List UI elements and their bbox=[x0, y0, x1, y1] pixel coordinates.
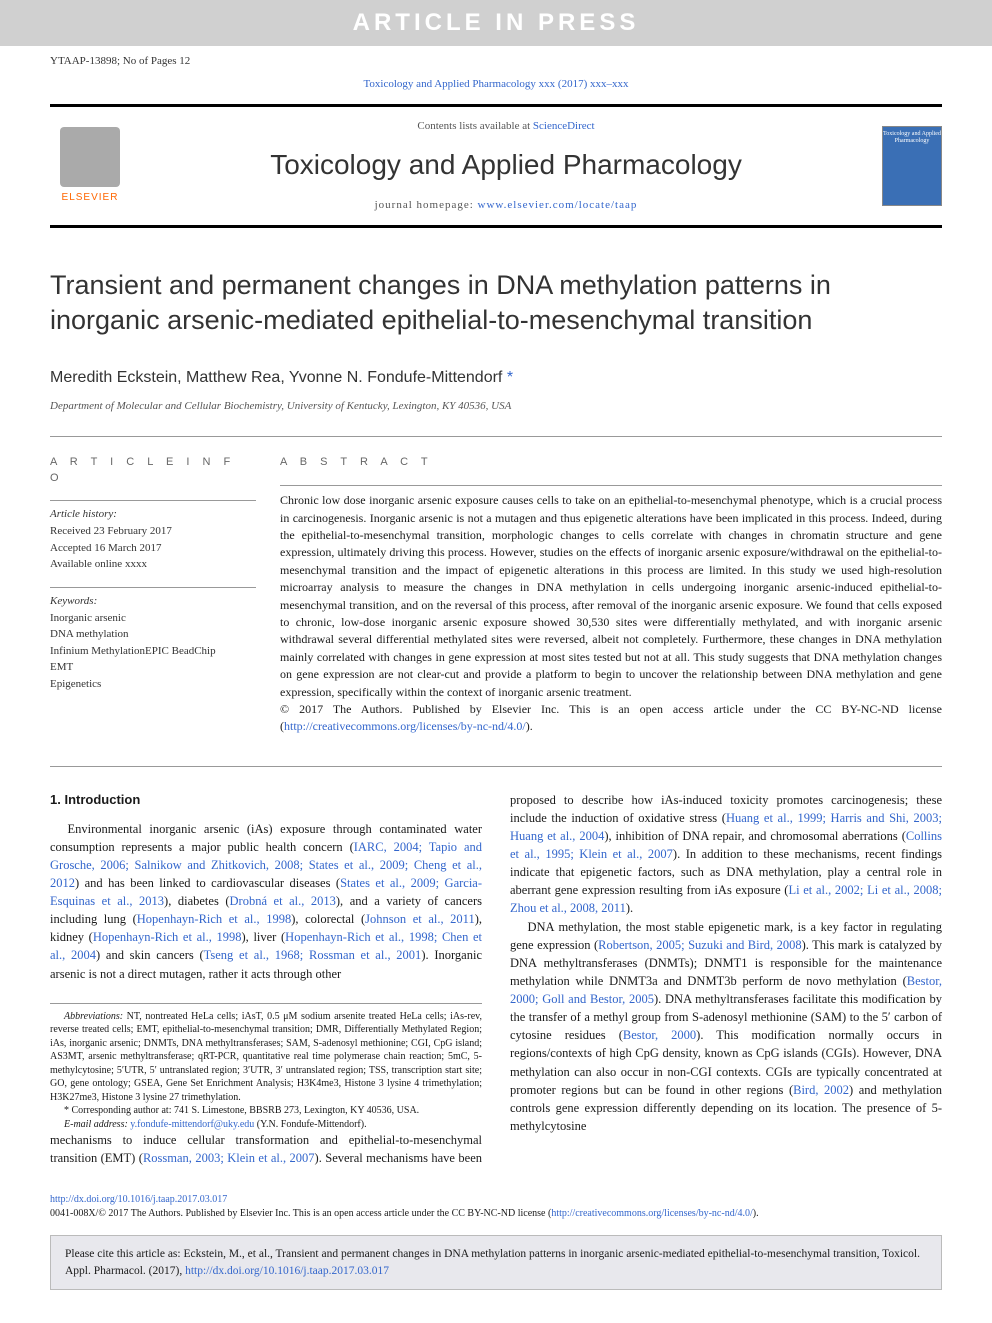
homepage-line: journal homepage: www.elsevier.com/locat… bbox=[130, 198, 882, 213]
email-link[interactable]: y.fondufe-mittendorf@uky.edu bbox=[130, 1119, 254, 1130]
history-label: Article history: bbox=[50, 507, 256, 522]
ref-link[interactable]: Hopenhayn-Rich et al., 1998 bbox=[137, 912, 291, 926]
body-columns: 1. Introduction Environmental inorganic … bbox=[50, 791, 942, 1168]
footnotes: Abbreviations: NT, nontreated HeLa cells… bbox=[50, 1003, 482, 1132]
journal-cover-thumb: Toxicology and Applied Pharmacology bbox=[882, 126, 942, 206]
in-press-banner: ARTICLE IN PRESS bbox=[0, 0, 992, 46]
article-info-heading: a r t i c l e i n f o bbox=[50, 455, 256, 486]
elsevier-tree-icon bbox=[60, 127, 120, 187]
ref-link[interactable]: Bird, 2002 bbox=[793, 1083, 849, 1097]
history-accepted: Accepted 16 March 2017 bbox=[50, 541, 256, 556]
cite-box: Please cite this article as: Eckstein, M… bbox=[50, 1235, 942, 1289]
ref-link[interactable]: Rossman, 2003; Klein et al., 2007 bbox=[143, 1151, 315, 1165]
keyword: Infinium MethylationEPIC BeadChip bbox=[50, 644, 256, 659]
ref-link[interactable]: Robertson, 2005; Suzuki and Bird, 2008 bbox=[598, 938, 801, 952]
ref-link[interactable]: Drobná et al., 2013 bbox=[230, 894, 336, 908]
ref-link[interactable]: Hopenhayn-Rich et al., 1998 bbox=[93, 930, 242, 944]
license-link[interactable]: http://creativecommons.org/licenses/by-n… bbox=[551, 1208, 752, 1219]
ref-link[interactable]: Johnson et al., 2011 bbox=[365, 912, 475, 926]
article-info: a r t i c l e i n f o Article history: R… bbox=[50, 455, 280, 735]
contents-line: Contents lists available at ScienceDirec… bbox=[130, 119, 882, 134]
journal-name: Toxicology and Applied Pharmacology bbox=[130, 145, 882, 184]
doi-link[interactable]: http://dx.doi.org/10.1016/j.taap.2017.03… bbox=[50, 1194, 227, 1205]
license-link[interactable]: http://creativecommons.org/licenses/by-n… bbox=[284, 719, 526, 733]
abbrev-body: NT, nontreated HeLa cells; iAsT, 0.5 μM … bbox=[50, 1011, 482, 1103]
authors: Meredith Eckstein, Matthew Rea, Yvonne N… bbox=[50, 367, 942, 389]
footer-copyright: 0041-008X/© 2017 The Authors. Published … bbox=[50, 1208, 551, 1219]
history-online: Available online xxxx bbox=[50, 557, 256, 572]
journal-homepage-link[interactable]: www.elsevier.com/locate/taap bbox=[478, 199, 638, 211]
sciencedirect-link[interactable]: ScienceDirect bbox=[533, 120, 595, 132]
journal-issue-line: Toxicology and Applied Pharmacology xxx … bbox=[50, 73, 942, 104]
keyword-label: Keywords: bbox=[50, 594, 256, 609]
body-para: Environmental inorganic arsenic (iAs) ex… bbox=[50, 820, 482, 983]
body-separator bbox=[50, 766, 942, 767]
keyword: DNA methylation bbox=[50, 627, 256, 642]
cite-doi-link[interactable]: http://dx.doi.org/10.1016/j.taap.2017.03… bbox=[185, 1265, 389, 1277]
email-label: E-mail address: bbox=[64, 1119, 130, 1130]
affiliation: Department of Molecular and Cellular Bio… bbox=[50, 399, 942, 414]
article-id: YTAAP-13898; No of Pages 12 bbox=[50, 46, 942, 73]
corresponding-author: * Corresponding author at: 741 S. Limest… bbox=[50, 1104, 482, 1118]
article-title: Transient and permanent changes in DNA m… bbox=[50, 268, 942, 338]
ref-link[interactable]: Bestor, 2000 bbox=[623, 1028, 696, 1042]
abbrev-label: Abbreviations: bbox=[64, 1011, 123, 1022]
ref-link[interactable]: Tseng et al., 1968; Rossman et al., 2001 bbox=[204, 948, 422, 962]
publisher-logo: ELSEVIER bbox=[50, 121, 130, 211]
corresponding-mark: * bbox=[507, 369, 513, 386]
history-received: Received 23 February 2017 bbox=[50, 524, 256, 539]
abstract-text: Chronic low dose inorganic arsenic expos… bbox=[280, 493, 942, 698]
journal-header: ELSEVIER Contents lists available at Sci… bbox=[50, 104, 942, 228]
publisher-name: ELSEVIER bbox=[62, 191, 119, 205]
section-heading: 1. Introduction bbox=[50, 791, 482, 810]
abstract-heading: a b s t r a c t bbox=[280, 455, 942, 471]
footer: http://dx.doi.org/10.1016/j.taap.2017.03… bbox=[50, 1193, 942, 1221]
abstract: a b s t r a c t Chronic low dose inorgan… bbox=[280, 455, 942, 735]
body-para: DNA methylation, the most stable epigene… bbox=[510, 918, 942, 1136]
keyword: EMT bbox=[50, 660, 256, 675]
keyword: Epigenetics bbox=[50, 677, 256, 692]
keyword: Inorganic arsenic bbox=[50, 611, 256, 626]
